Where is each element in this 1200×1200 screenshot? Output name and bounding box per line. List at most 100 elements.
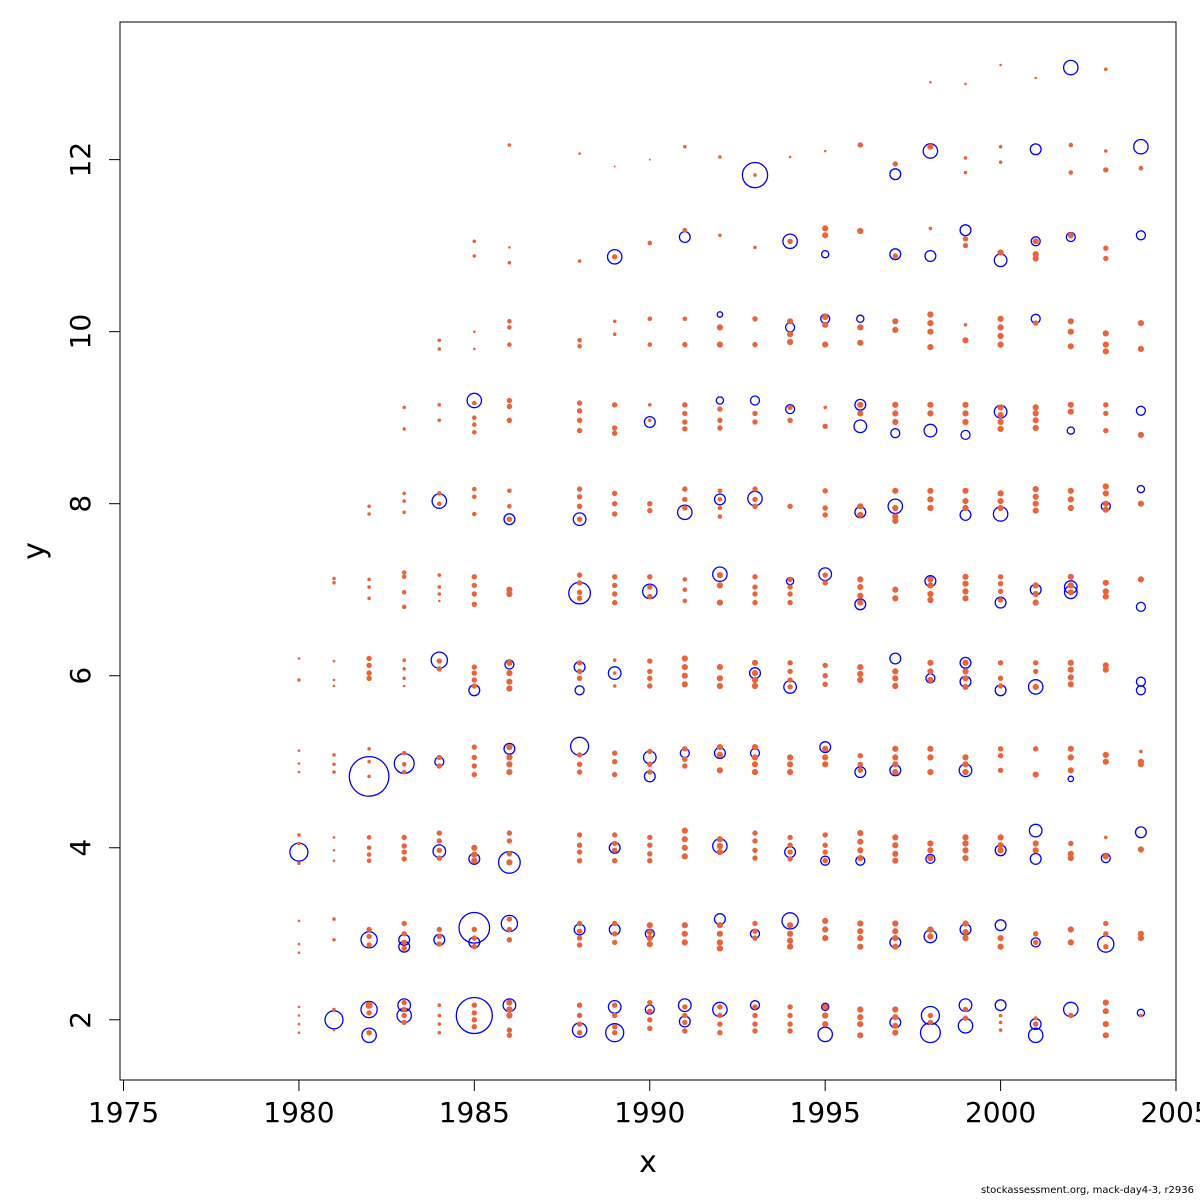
open-circle-point (1027, 1027, 1044, 1044)
open-circle-point (819, 741, 832, 754)
filled-circle-point (576, 417, 583, 423)
filled-circle-point (437, 338, 442, 343)
filled-circle-point (647, 683, 653, 689)
filled-circle-point (647, 1008, 653, 1014)
filled-circle-point (892, 161, 898, 167)
filled-circle-point (962, 1006, 969, 1013)
series-open-circles (289, 59, 1149, 1044)
filled-circle-point (436, 941, 442, 947)
filled-circle-point (682, 1028, 688, 1034)
filled-circle-point (612, 599, 618, 606)
filled-circle-point (962, 840, 969, 847)
filled-circle-point (682, 1004, 688, 1010)
filled-circle-point (681, 672, 688, 679)
open-circle-point (889, 652, 902, 665)
open-circle-point (1029, 143, 1042, 156)
filled-circle-point (436, 926, 442, 933)
filled-circle-point (612, 332, 617, 337)
filled-circle-point (927, 676, 934, 684)
filled-circle-point (962, 920, 969, 927)
filled-circle-point (1103, 167, 1109, 173)
filled-circle-point (366, 845, 372, 851)
filled-circle-point (787, 417, 793, 423)
filled-circle-point (437, 347, 442, 351)
filled-circle-point (822, 512, 828, 518)
open-circle-point (994, 596, 1007, 609)
filled-circle-point (471, 683, 477, 689)
filled-circle-point (822, 225, 829, 232)
filled-circle-point (1139, 1013, 1143, 1018)
filled-circle-point (612, 1012, 618, 1019)
filled-circle-point (787, 937, 794, 944)
filled-circle-point (1102, 341, 1109, 348)
filled-circle-point (332, 753, 336, 757)
filled-circle-point (892, 487, 899, 494)
filled-circle-point (576, 486, 583, 492)
filled-circle-point (752, 847, 758, 853)
filled-circle-point (716, 767, 724, 774)
filled-circle-point (963, 170, 968, 175)
filled-circle-point (892, 253, 898, 259)
filled-circle-point (822, 488, 828, 494)
filled-circle-point (927, 847, 934, 854)
filled-circle-point (752, 419, 758, 425)
filled-circle-point (647, 761, 653, 767)
filled-circle-point (997, 324, 1004, 331)
filled-circle-point (367, 759, 371, 764)
filled-circle-point (576, 675, 583, 681)
filled-circle-point (471, 677, 477, 683)
filled-circle-point (787, 338, 794, 346)
filled-circle-point (752, 928, 758, 934)
filled-circle-point (997, 746, 1004, 752)
filled-circle-point (1102, 1032, 1109, 1039)
open-circle-point (820, 249, 830, 259)
filled-circle-point (892, 850, 899, 857)
open-circle-point (455, 996, 493, 1035)
open-circle-point (817, 1026, 834, 1043)
filled-circle-point (1068, 840, 1074, 847)
filled-circle-point (401, 849, 407, 855)
filled-circle-point (998, 1013, 1003, 1018)
filled-circle-point (683, 144, 687, 149)
filled-circle-point (1067, 318, 1074, 325)
filled-circle-point (997, 404, 1004, 411)
filled-circle-point (612, 319, 617, 324)
filled-circle-point (471, 944, 477, 950)
filled-circle-point (787, 943, 794, 950)
filled-circle-point (716, 744, 724, 751)
filled-circle-point (682, 598, 688, 604)
filled-circle-point (717, 497, 723, 502)
filled-circle-point (682, 1019, 688, 1026)
open-circle-point (854, 598, 867, 611)
filled-circle-point (1139, 749, 1143, 754)
filled-circle-point (822, 842, 828, 848)
filled-circle-point (997, 418, 1004, 426)
filled-circle-point (436, 855, 442, 861)
filled-circle-point (682, 756, 688, 762)
filled-circle-point (1033, 931, 1039, 937)
open-circle-point (853, 419, 868, 434)
filled-circle-point (752, 410, 758, 417)
filled-circle-point (507, 504, 512, 509)
filled-circle-point (927, 496, 934, 503)
filled-circle-point (612, 425, 618, 431)
filled-circle-point (892, 834, 899, 841)
filled-circle-point (647, 584, 653, 590)
filled-circle-point (576, 1021, 583, 1027)
filled-circle-point (717, 425, 723, 431)
filled-circle-point (576, 580, 583, 586)
filled-circle-point (297, 678, 301, 682)
filled-circle-point (1032, 238, 1039, 245)
filled-circle-point (576, 858, 583, 864)
filled-circle-point (892, 675, 899, 682)
filled-circle-point (787, 1004, 793, 1010)
filled-circle-point (436, 658, 442, 664)
filled-circle-point (997, 943, 1004, 950)
open-circle-point (466, 392, 483, 409)
filled-circle-point (682, 419, 688, 425)
filled-circle-point (997, 332, 1004, 340)
filled-circle-point (647, 501, 653, 507)
filled-circle-point (857, 676, 864, 684)
filled-circle-point (437, 501, 442, 507)
